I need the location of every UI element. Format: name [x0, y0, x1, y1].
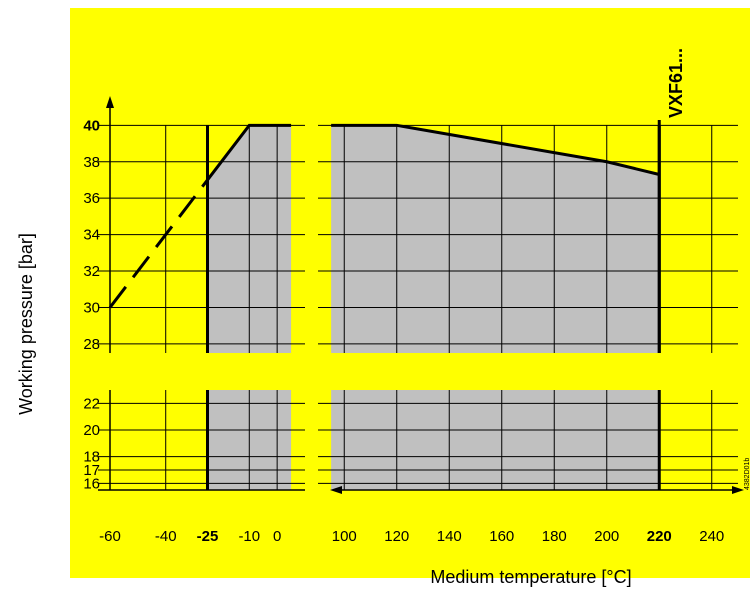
x-axis-arrow-right — [732, 486, 744, 494]
y-tick-label: 36 — [83, 190, 100, 207]
x-tick-label: 240 — [699, 528, 724, 545]
document-id: 4382D01b — [744, 458, 751, 490]
y-tick-label: 18 — [83, 449, 100, 466]
x-tick-label: -60 — [99, 528, 121, 545]
x-tick-label: 180 — [542, 528, 567, 545]
y-tick-label: 16 — [83, 475, 100, 492]
operating-area-lower-right — [331, 390, 660, 490]
x-tick-label: 200 — [594, 528, 619, 545]
y-tick-label: 28 — [83, 336, 100, 353]
pressure-limit-line-right — [331, 123, 660, 176]
y-axis-title: Working pressure [bar] — [16, 233, 36, 415]
x-tick-label: -40 — [155, 528, 177, 545]
y-tick-label: 34 — [83, 227, 100, 244]
x-tick-label: 220 — [647, 528, 672, 545]
y-tick-label: 32 — [83, 263, 100, 280]
x-tick-label: 100 — [332, 528, 357, 545]
y-tick-label: 20 — [83, 422, 100, 439]
x-tick-label: 120 — [384, 528, 409, 545]
y-tick-label: 30 — [83, 299, 100, 316]
dashed-limit-line — [108, 179, 209, 309]
y-tick-label: 40 — [83, 117, 100, 134]
x-axis-title: Medium temperature [°C] — [430, 567, 631, 587]
y-tick-label: 22 — [83, 395, 100, 412]
x-tick-label: 160 — [489, 528, 514, 545]
x-axis-arrow-left — [330, 486, 342, 494]
y-tick-label: 17 — [83, 462, 100, 479]
x-tick-label: 140 — [437, 528, 462, 545]
x-tick-label: -10 — [238, 528, 260, 545]
model-label: VXF61... — [666, 48, 686, 118]
y-axis-arrow — [106, 96, 114, 108]
y-tick-label: 38 — [83, 154, 100, 171]
x-tick-label: -25 — [197, 528, 219, 545]
pressure-limit-line-left — [206, 123, 292, 181]
operating-area-upper-right — [331, 125, 660, 353]
x-tick-label: 0 — [273, 528, 281, 545]
